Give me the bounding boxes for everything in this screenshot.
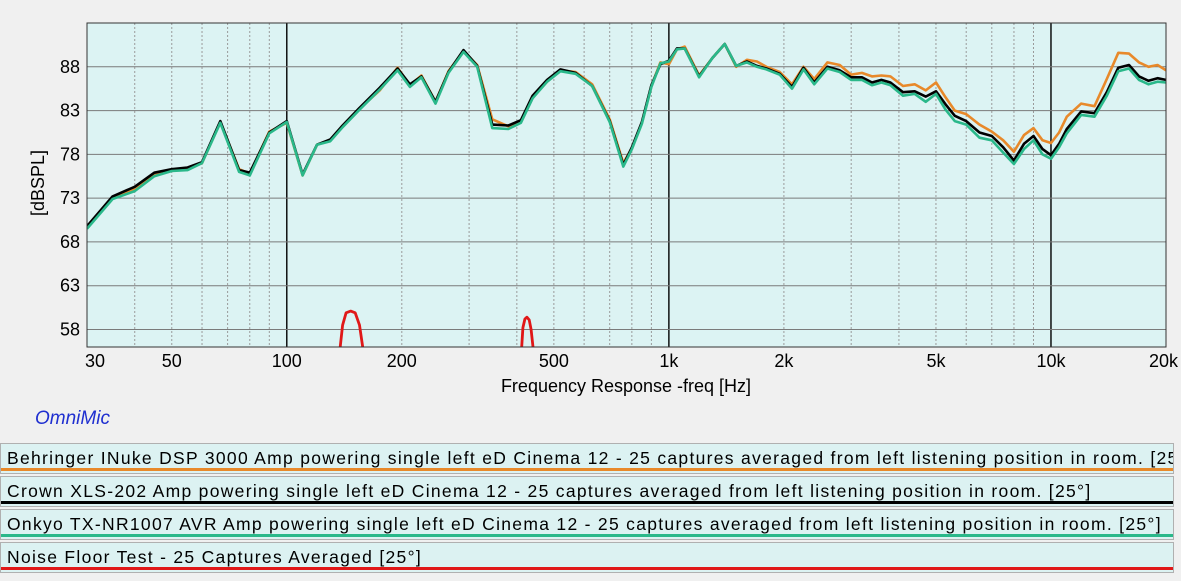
x-tick-label: 10k xyxy=(1036,351,1066,371)
y-tick-label: 68 xyxy=(60,232,80,252)
legend-entry-label: Crown XLS-202 Amp powering single left e… xyxy=(7,481,1092,501)
series-line-3 xyxy=(87,42,1166,230)
series-line-4-segment xyxy=(338,309,365,347)
legend-entry[interactable]: Behringer INuke DSP 3000 Amp powering si… xyxy=(0,443,1174,474)
x-axis-title: Frequency Response -freq [Hz] xyxy=(501,376,751,396)
x-tick-label: 1k xyxy=(659,351,679,371)
y-axis-title: [dBSPL] xyxy=(28,150,48,216)
y-tick-label: 58 xyxy=(60,319,80,339)
y-tick-label: 88 xyxy=(60,57,80,77)
omnimic-brand-label: OmniMic xyxy=(35,408,110,429)
x-tick-label: 50 xyxy=(162,351,182,371)
legend-color-swatch xyxy=(1,501,1173,504)
legend-color-swatch xyxy=(1,468,1173,471)
legend-entry-label: Noise Floor Test - 25 Captures Averaged … xyxy=(7,547,423,567)
x-tick-label: 2k xyxy=(774,351,794,371)
x-tick-label: 20k xyxy=(1149,351,1179,371)
y-tick-label: 83 xyxy=(60,101,80,121)
legend-edge xyxy=(1174,442,1181,581)
legend-entry[interactable]: Crown XLS-202 Amp powering single left e… xyxy=(0,476,1174,507)
legend-entry-label: Onkyo TX-NR1007 AVR Amp powering single … xyxy=(7,514,1162,534)
plot-background xyxy=(87,23,1166,347)
y-tick-label: 78 xyxy=(60,144,80,164)
legend-color-swatch xyxy=(1,567,1173,570)
frequency-response-chart: 30 50 100 200 500 1k 2k 5k 10k 20k 58 63 68 73 78 83 88… xyxy=(28,22,1179,396)
x-axis-ticks: 30 50 100 200 500 1k 2k 5k 10k 20k xyxy=(85,351,1179,371)
legend-color-swatch xyxy=(1,534,1173,537)
series-layer xyxy=(87,42,1166,347)
legend-entry[interactable]: Onkyo TX-NR1007 AVR Amp powering single … xyxy=(0,509,1174,540)
x-tick-label: 5k xyxy=(926,351,946,371)
y-axis-ticks: 58 63 68 73 78 83 88 xyxy=(60,57,80,340)
x-tick-label: 500 xyxy=(539,351,569,371)
y-tick-label: 63 xyxy=(60,276,80,296)
series-line-4-segment xyxy=(520,315,535,347)
legend-entry[interactable]: Noise Floor Test - 25 Captures Averaged … xyxy=(0,542,1174,573)
x-tick-label: 100 xyxy=(272,351,302,371)
plot-frame xyxy=(86,22,1167,348)
y-tick-label: 73 xyxy=(60,188,80,208)
x-tick-label: 30 xyxy=(85,351,105,371)
x-tick-label: 200 xyxy=(387,351,417,371)
legend-entry-label: Behringer INuke DSP 3000 Amp powering si… xyxy=(7,448,1174,468)
